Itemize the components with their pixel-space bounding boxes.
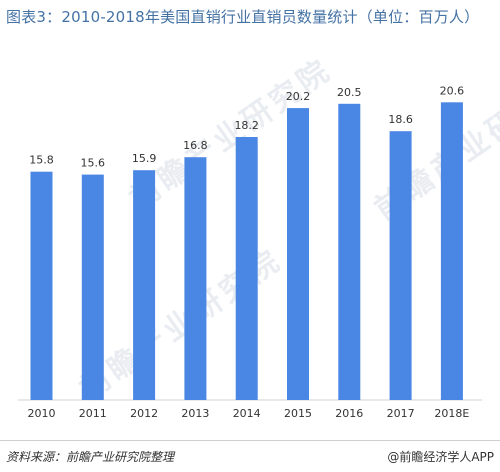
data-label-2015: 20.2 bbox=[286, 90, 311, 103]
data-label-2017: 18.6 bbox=[388, 113, 413, 126]
x-tick-label-2017: 2017 bbox=[387, 407, 415, 420]
x-tick-label-2012: 2012 bbox=[130, 407, 158, 420]
bar-2010 bbox=[30, 171, 53, 400]
data-label-2011: 15.6 bbox=[81, 157, 106, 170]
chart-title: 图表3：2010-2018年美国直销行业直销员数量统计（单位：百万人） bbox=[6, 8, 480, 26]
data-label-2016: 20.5 bbox=[337, 86, 362, 99]
bar-2011 bbox=[81, 174, 104, 400]
x-tick-label-2015: 2015 bbox=[284, 407, 312, 420]
brand-credit: @前瞻经济学人APP bbox=[387, 450, 494, 464]
bar-2018E bbox=[440, 102, 463, 401]
bar-2016 bbox=[338, 103, 361, 401]
bar-2017 bbox=[389, 131, 412, 400]
bar-chart: 15.8 2010 15.6 2011 15.9 2012 16.8 2013 18.2 2014… bbox=[18, 84, 482, 420]
bar-2012 bbox=[133, 170, 156, 400]
data-label-2013: 16.8 bbox=[183, 139, 208, 152]
x-tick-label-2010: 2010 bbox=[28, 407, 56, 420]
data-label-2018E: 20.6 bbox=[440, 84, 465, 97]
bar-2013 bbox=[184, 157, 207, 400]
x-tick-label-2016: 2016 bbox=[335, 407, 363, 420]
footer-divider bbox=[0, 440, 500, 441]
x-tick-label-2013: 2013 bbox=[181, 407, 209, 420]
data-label-2014: 18.2 bbox=[234, 119, 259, 132]
data-label-2010: 15.8 bbox=[29, 154, 54, 167]
x-tick-label-2014: 2014 bbox=[233, 407, 261, 420]
x-tick-label-2011: 2011 bbox=[79, 407, 107, 420]
bar-2015 bbox=[287, 108, 309, 400]
bar-2014 bbox=[235, 137, 258, 400]
source-note: 资料来源：前瞻产业研究院整理 bbox=[6, 450, 175, 464]
data-label-2012: 15.9 bbox=[132, 152, 157, 165]
x-tick-label-2018E: 2018E bbox=[434, 407, 469, 420]
